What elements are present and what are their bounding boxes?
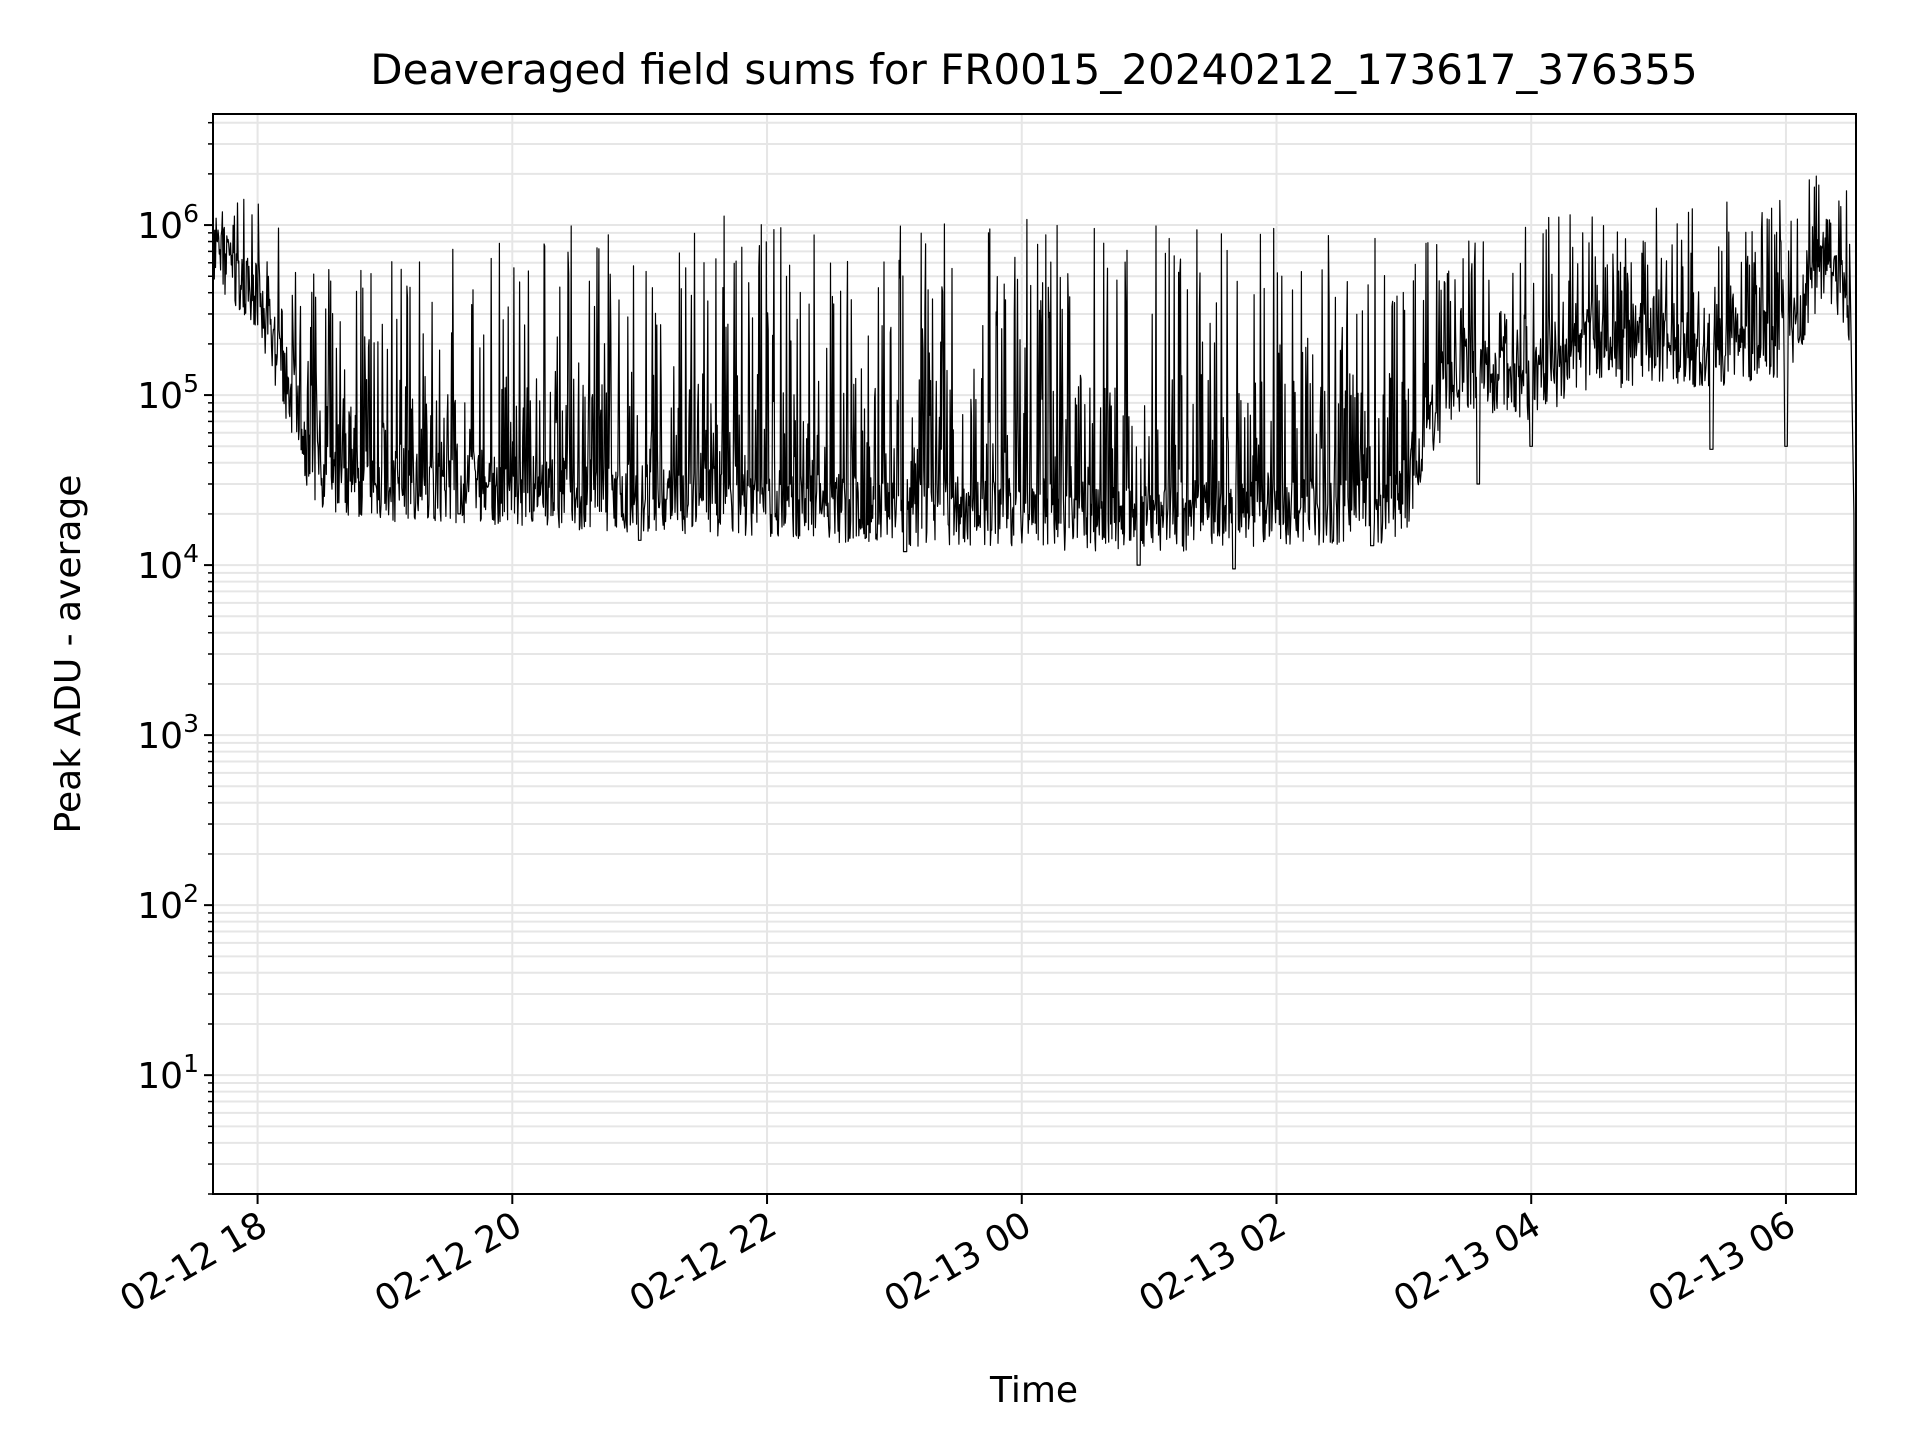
y-tick-label: 102: [137, 879, 199, 927]
y-tick-label: 106: [137, 199, 199, 247]
y-axis-label: Peak ADU - average: [48, 475, 89, 834]
data-line: [212, 175, 1857, 1143]
chart-title: Deaveraged field sums for FR0015_2024021…: [370, 45, 1698, 94]
y-tick-label: 105: [137, 369, 199, 417]
y-tick-label: 103: [137, 709, 199, 757]
y-axis: 101 102 103 104 105 106: [137, 121, 213, 1195]
y-tick-label: 101: [137, 1049, 199, 1097]
y-tick-label: 104: [137, 539, 199, 587]
x-axis-label: Time: [989, 1370, 1078, 1411]
series-layer: [212, 175, 1857, 1143]
